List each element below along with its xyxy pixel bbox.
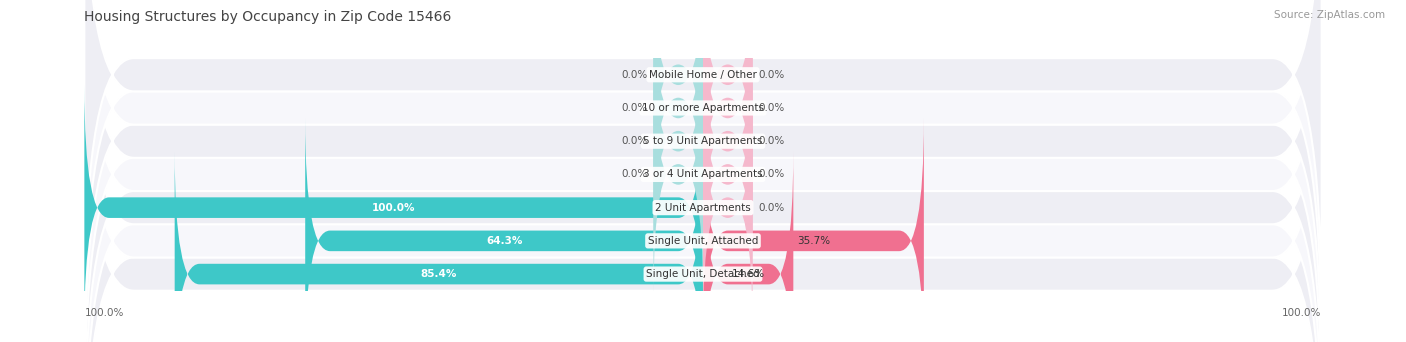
Text: 0.0%: 0.0% xyxy=(759,136,785,146)
FancyBboxPatch shape xyxy=(703,0,752,231)
FancyBboxPatch shape xyxy=(84,85,703,330)
FancyBboxPatch shape xyxy=(84,0,1322,342)
Text: 3 or 4 Unit Apartments: 3 or 4 Unit Apartments xyxy=(643,169,763,180)
Text: 0.0%: 0.0% xyxy=(759,169,785,180)
Text: 85.4%: 85.4% xyxy=(420,269,457,279)
Text: Source: ZipAtlas.com: Source: ZipAtlas.com xyxy=(1274,10,1385,20)
Text: 100.0%: 100.0% xyxy=(373,203,415,213)
FancyBboxPatch shape xyxy=(84,0,1322,342)
FancyBboxPatch shape xyxy=(654,0,703,231)
Text: 5 to 9 Unit Apartments: 5 to 9 Unit Apartments xyxy=(644,136,762,146)
Text: 0.0%: 0.0% xyxy=(759,203,785,213)
FancyBboxPatch shape xyxy=(84,25,1322,342)
FancyBboxPatch shape xyxy=(703,0,752,197)
Text: 100.0%: 100.0% xyxy=(1282,308,1322,318)
FancyBboxPatch shape xyxy=(174,152,703,342)
FancyBboxPatch shape xyxy=(703,152,793,342)
FancyBboxPatch shape xyxy=(305,118,703,342)
Text: Single Unit, Detached: Single Unit, Detached xyxy=(647,269,759,279)
FancyBboxPatch shape xyxy=(654,0,703,197)
FancyBboxPatch shape xyxy=(703,85,752,330)
Text: 0.0%: 0.0% xyxy=(759,70,785,80)
Text: 0.0%: 0.0% xyxy=(621,136,647,146)
FancyBboxPatch shape xyxy=(703,52,752,297)
Text: 100.0%: 100.0% xyxy=(84,308,124,318)
FancyBboxPatch shape xyxy=(84,0,1322,342)
Text: Single Unit, Attached: Single Unit, Attached xyxy=(648,236,758,246)
Text: 2 Unit Apartments: 2 Unit Apartments xyxy=(655,203,751,213)
Text: 0.0%: 0.0% xyxy=(759,103,785,113)
Text: Mobile Home / Other: Mobile Home / Other xyxy=(650,70,756,80)
Text: 35.7%: 35.7% xyxy=(797,236,830,246)
FancyBboxPatch shape xyxy=(703,18,752,264)
Text: 14.6%: 14.6% xyxy=(731,269,765,279)
Text: 10 or more Apartments: 10 or more Apartments xyxy=(643,103,763,113)
Text: 0.0%: 0.0% xyxy=(621,103,647,113)
FancyBboxPatch shape xyxy=(84,0,1322,342)
FancyBboxPatch shape xyxy=(703,118,924,342)
Text: 0.0%: 0.0% xyxy=(621,70,647,80)
FancyBboxPatch shape xyxy=(654,52,703,297)
Text: 64.3%: 64.3% xyxy=(486,236,522,246)
FancyBboxPatch shape xyxy=(84,0,1322,342)
Text: 0.0%: 0.0% xyxy=(621,169,647,180)
FancyBboxPatch shape xyxy=(654,18,703,264)
Text: Housing Structures by Occupancy in Zip Code 15466: Housing Structures by Occupancy in Zip C… xyxy=(84,10,451,24)
FancyBboxPatch shape xyxy=(84,0,1322,324)
